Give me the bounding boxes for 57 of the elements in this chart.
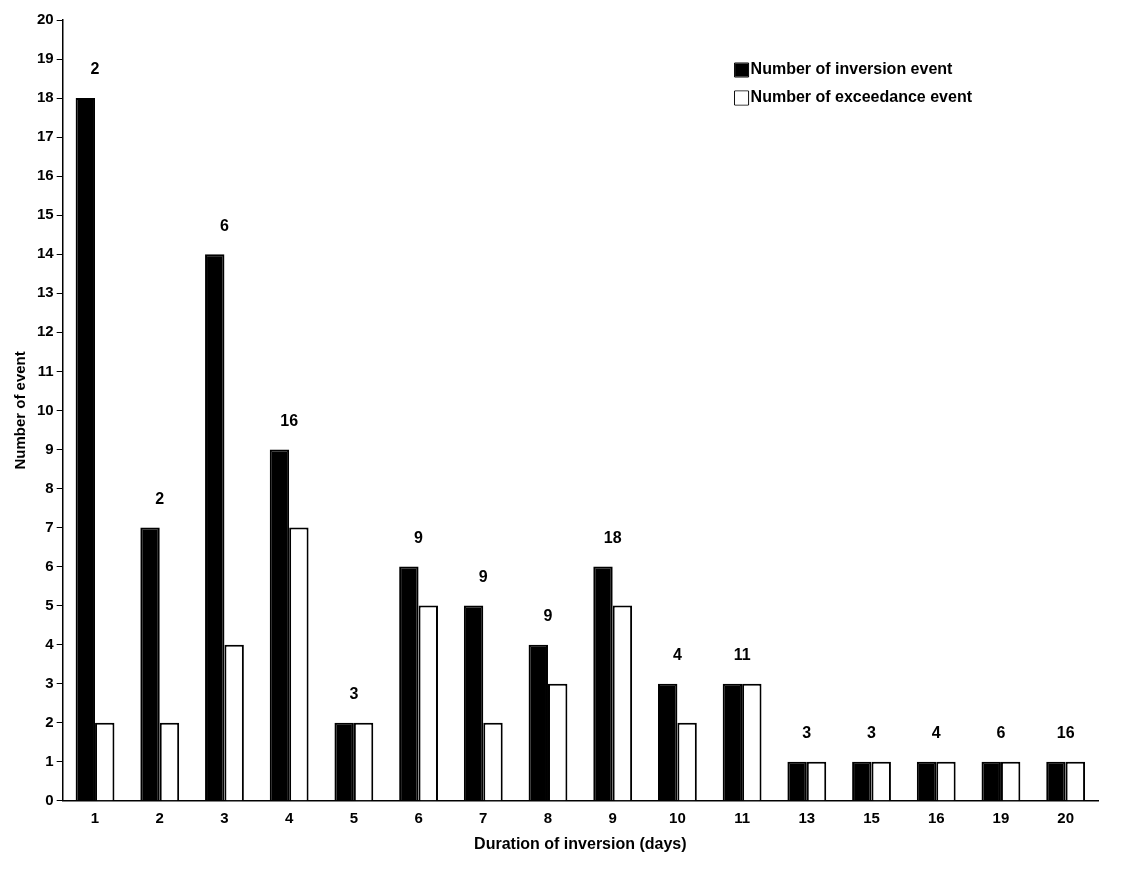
annotation: 9	[478, 568, 488, 586]
y-tick-label: 17	[37, 127, 54, 145]
x-tick-label: 10	[669, 808, 686, 826]
y-tick-label: 20	[37, 10, 54, 28]
annotation: 2	[90, 60, 100, 78]
x-tick-label: 5	[349, 808, 359, 826]
x-tick-label: 19	[992, 808, 1010, 826]
annotation: 4	[672, 646, 682, 664]
y-tick-label: 5	[45, 595, 54, 613]
annotation: 9	[543, 607, 553, 625]
annotation: 3	[349, 685, 359, 703]
annotation: 18	[603, 528, 622, 546]
y-tick-label: 11	[37, 361, 54, 379]
x-tick-label: 4	[284, 808, 294, 826]
x-tick-label: 2	[155, 808, 164, 826]
x-tick-label: 6	[414, 808, 423, 826]
annotation: 6	[996, 724, 1006, 742]
y-tick-label: 1	[45, 751, 54, 769]
x-tick-label: 20	[1057, 808, 1074, 826]
annotation: 3	[802, 724, 812, 742]
annotation: 2	[155, 489, 165, 507]
y-tick-label: 2	[45, 712, 54, 730]
x-axis-title: Duration of inversion (days)	[474, 834, 687, 852]
y-tick-label: 14	[37, 244, 55, 262]
x-tick-label: 13	[798, 808, 816, 826]
y-tick-label: 6	[45, 556, 54, 574]
y-tick-label: 18	[37, 88, 54, 106]
y-tick-label: 7	[45, 517, 54, 535]
x-tick-label: 9	[608, 808, 617, 826]
y-tick-label: 10	[37, 400, 54, 418]
annotation: 11	[733, 646, 751, 664]
x-tick-label: 15	[863, 808, 880, 826]
y-tick-label: 16	[37, 166, 54, 184]
legend-label: Number of exceedance event	[750, 88, 973, 106]
x-tick-label: 16	[927, 808, 945, 826]
y-tick-label: 4	[45, 634, 55, 652]
annotation: 4	[931, 724, 941, 742]
x-tick-label: 1	[90, 808, 100, 826]
annotation: 3	[867, 724, 877, 742]
x-tick-label: 8	[543, 808, 553, 826]
y-tick-label: 15	[37, 205, 54, 223]
x-tick-label: 3	[220, 808, 229, 826]
y-tick-label: 12	[37, 322, 54, 340]
legend-label: Number of inversion event	[750, 60, 954, 78]
y-tick-label: 0	[45, 790, 54, 808]
annotation: 16	[280, 411, 299, 429]
y-tick-label: 8	[45, 478, 54, 496]
annotation: 6	[220, 216, 229, 234]
annotation: 16	[1056, 724, 1075, 742]
y-tick-label: 13	[37, 283, 54, 301]
y-tick-label: 9	[45, 439, 54, 457]
y-tick-label: 19	[37, 49, 54, 67]
y-axis-title: Number of event	[11, 351, 29, 470]
annotation: 9	[414, 528, 424, 546]
x-tick-label: 11	[734, 808, 751, 826]
x-tick-label: 7	[479, 808, 488, 826]
y-tick-label: 3	[45, 673, 54, 691]
